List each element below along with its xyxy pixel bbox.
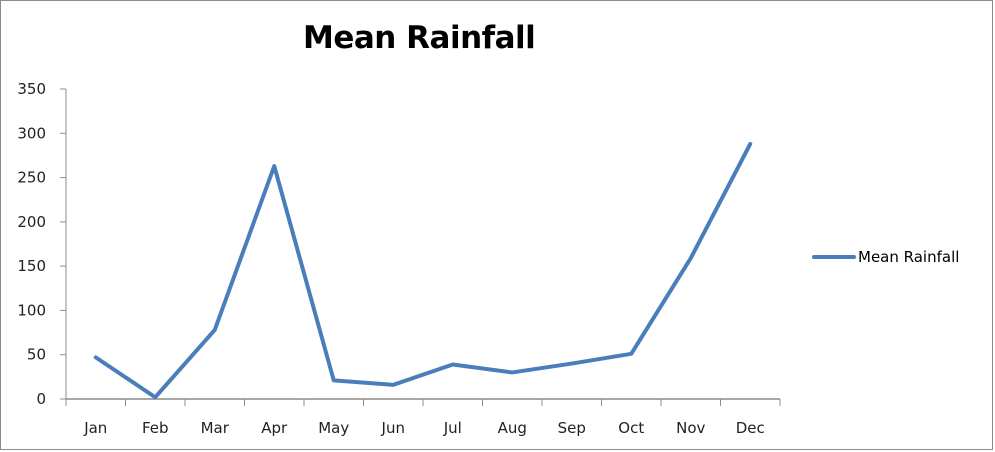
y-tick-label: 150 bbox=[17, 257, 46, 275]
x-tick-label: Feb bbox=[142, 419, 169, 437]
series-line bbox=[93, 141, 753, 400]
x-tick-label: Dec bbox=[736, 419, 765, 437]
y-tick-label: 200 bbox=[17, 213, 46, 231]
legend-label: Mean Rainfall bbox=[858, 248, 960, 266]
legend: Mean Rainfall bbox=[812, 248, 959, 266]
x-tick-label: Jun bbox=[381, 419, 405, 437]
x-tick-label: Oct bbox=[618, 419, 644, 437]
y-tick-label: 50 bbox=[27, 346, 46, 364]
x-tick-label: Mar bbox=[201, 419, 230, 437]
y-tick-label: 350 bbox=[17, 80, 46, 98]
legend-line-icon bbox=[812, 255, 856, 259]
x-tick-label: Sep bbox=[558, 419, 586, 437]
x-tick-label: Apr bbox=[261, 419, 288, 437]
y-tick-label: 0 bbox=[36, 390, 46, 408]
x-tick-label: May bbox=[318, 419, 349, 437]
chart-title: Mean Rainfall bbox=[303, 20, 536, 56]
x-tick-label: Nov bbox=[676, 419, 705, 437]
y-tick-label: 250 bbox=[17, 169, 46, 187]
y-tick-label: 300 bbox=[17, 124, 46, 142]
x-tick-label: Jul bbox=[443, 419, 462, 437]
x-tick-label: Aug bbox=[498, 419, 527, 437]
x-tick-label: Jan bbox=[83, 419, 107, 437]
y-tick-label: 100 bbox=[17, 301, 46, 319]
